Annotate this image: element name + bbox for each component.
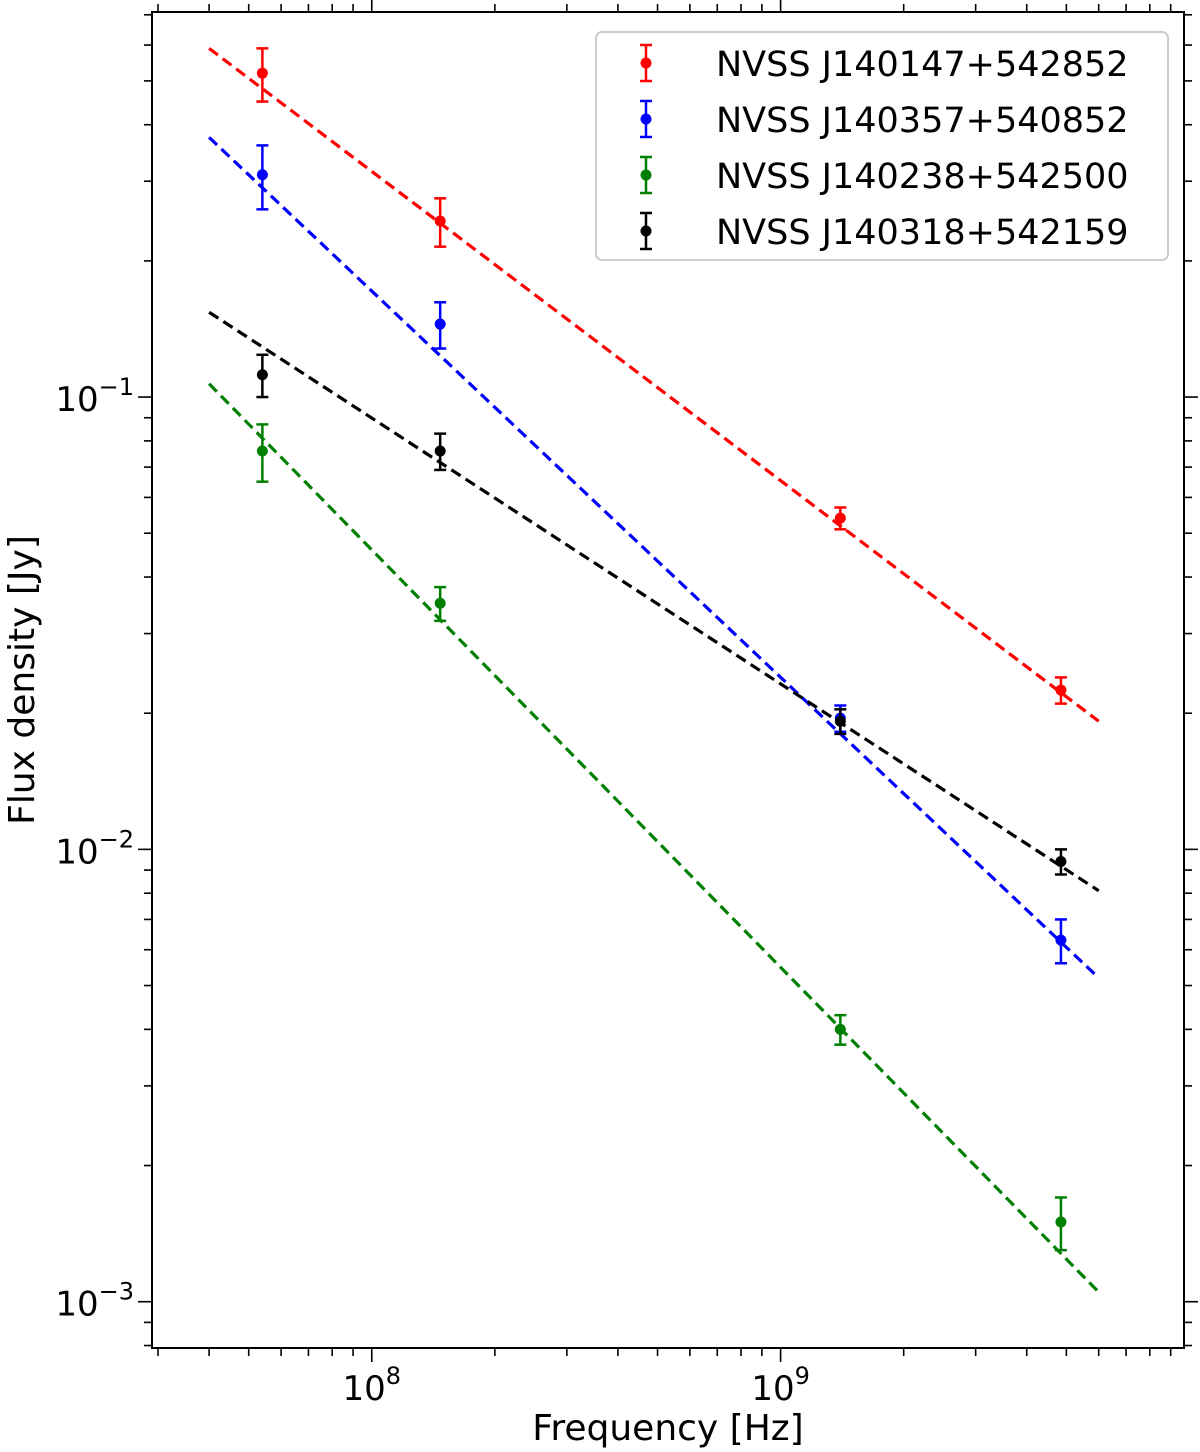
marker xyxy=(834,715,846,727)
x-tick-label: 108 xyxy=(343,1362,402,1409)
legend-label: NVSS J140318+542159 xyxy=(716,213,1129,253)
legend-box xyxy=(595,31,1169,261)
marker xyxy=(256,369,268,381)
legend-label: NVSS J140357+540852 xyxy=(716,101,1129,141)
y-tick-label: 10−1 xyxy=(55,373,134,420)
legend-entry-4: NVSS J140318+542159 xyxy=(640,211,1129,253)
marker xyxy=(834,512,846,524)
data-point-s3-3 xyxy=(834,1013,847,1046)
marker xyxy=(256,169,268,181)
legend-label: NVSS J140147+542852 xyxy=(716,45,1129,85)
legend: NVSS J140147+542852 NVSS J140357+540852 NV… xyxy=(595,31,1169,261)
legend-entry-3: NVSS J140238+542500 xyxy=(640,155,1129,197)
legend-entry-2: NVSS J140357+540852 xyxy=(640,99,1129,141)
x-tick-label: 109 xyxy=(751,1362,810,1409)
fit-line-3 xyxy=(207,382,1100,1294)
data-point-s1-2 xyxy=(434,197,447,248)
data-point-s3-2 xyxy=(434,585,447,623)
data-point-s4-3 xyxy=(834,708,847,736)
fit-line-4 xyxy=(208,310,1100,893)
y-tick-label: 10−2 xyxy=(55,825,134,872)
legend-label: NVSS J140238+542500 xyxy=(716,157,1129,197)
data-point-s2-1 xyxy=(256,144,269,211)
marker xyxy=(434,597,446,609)
data-point-s3-1 xyxy=(256,423,269,483)
marker xyxy=(434,318,446,330)
plot-frame xyxy=(151,11,1185,1349)
x-axis-label: Frequency [Hz] xyxy=(532,1408,803,1449)
marker xyxy=(1055,856,1067,868)
data-point-s4-2 xyxy=(434,432,447,472)
marker xyxy=(1055,934,1067,946)
marker xyxy=(1055,684,1067,696)
marker xyxy=(434,445,446,457)
data-point-s2-4 xyxy=(1054,918,1067,965)
axis-ticks-layer: 108 109 10−1 10−2 10−3 xyxy=(55,0,1198,1409)
y-axis-label: Flux density [Jy] xyxy=(2,535,43,825)
y-tick-label: 10−3 xyxy=(55,1278,134,1325)
marker xyxy=(256,67,268,79)
legend-marker xyxy=(640,225,652,237)
data-point-s1-1 xyxy=(256,47,269,103)
marker xyxy=(1055,1216,1067,1228)
legend-marker xyxy=(640,57,652,69)
data-points-layer xyxy=(256,47,1067,1252)
data-point-s4-4 xyxy=(1054,848,1067,876)
legend-marker xyxy=(640,113,652,125)
legend-entry-1: NVSS J140147+542852 xyxy=(640,43,1129,85)
data-point-s3-4 xyxy=(1054,1196,1067,1252)
legend-marker xyxy=(640,169,652,181)
data-point-s1-4 xyxy=(1054,676,1067,705)
marker xyxy=(834,1023,846,1035)
data-point-s2-2 xyxy=(434,301,447,350)
marker xyxy=(256,445,268,457)
marker xyxy=(434,215,446,227)
data-point-s4-1 xyxy=(256,353,269,399)
data-point-s1-3 xyxy=(834,506,847,531)
fit-lines-layer xyxy=(207,47,1100,1294)
